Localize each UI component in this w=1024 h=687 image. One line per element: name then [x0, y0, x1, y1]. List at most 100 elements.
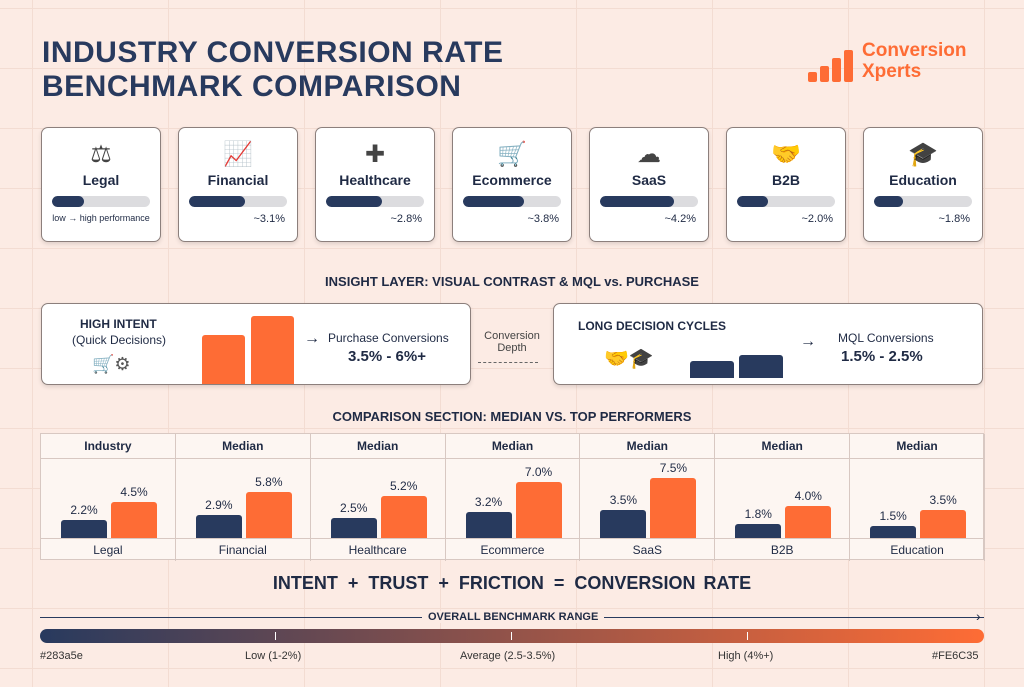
bar-median	[870, 526, 917, 538]
category-label: Education	[850, 538, 984, 561]
data-label: 4.0%	[794, 489, 822, 503]
column-header: Median	[445, 434, 580, 459]
performance-fill	[326, 196, 382, 207]
bar-median	[465, 512, 512, 538]
column-header: Industry	[41, 434, 175, 459]
range-low-label: Low (1-2%)	[245, 650, 302, 662]
chart-column: Median 2.5% 5.2% Healthcare	[310, 434, 446, 561]
chart-column: Median 3.2% 7.0% Ecommerce	[445, 434, 581, 561]
mql-range: 1.5% - 2.5%	[841, 348, 923, 365]
graduation-cap-icon: 🎓	[908, 141, 938, 168]
bar-median	[735, 523, 782, 538]
performance-bar	[189, 196, 287, 207]
data-label: 7.0%	[524, 465, 553, 479]
range-start-label: #283a5e	[40, 650, 83, 662]
long-cycle-box: LONG DECISION CYCLES 🤝🎓 → MQL Conversion…	[553, 303, 983, 385]
chart-column: Median 3.5% 7.5% SaaS	[580, 434, 716, 561]
category-label: B2B	[715, 538, 850, 561]
bar-top	[785, 506, 832, 538]
bar-median	[195, 514, 242, 538]
data-label: 1.8%	[744, 506, 772, 521]
conversion-depth-label: Conversion Depth	[478, 330, 546, 363]
card-name: B2B	[771, 172, 800, 188]
card-caption: ~3.8%	[527, 213, 560, 225]
logo-bar	[808, 72, 817, 82]
card-caption: low → high performance	[52, 213, 150, 223]
column-header: Median	[715, 434, 850, 459]
depth-line-1: Conversion	[484, 330, 540, 342]
arrow-head-icon: ›	[976, 608, 981, 624]
dashed-arrow	[478, 362, 538, 363]
medical-cross-heart-icon: ✚	[364, 141, 386, 168]
column-header: Median	[850, 434, 984, 459]
performance-fill	[600, 196, 674, 207]
formula-term: INTENT	[272, 573, 338, 593]
title-line-2: BENCHMARK COMPARISON	[42, 70, 462, 103]
handshake-education-icons: 🤝🎓	[604, 348, 654, 370]
category-label: SaaS	[580, 538, 715, 561]
handshake-icon: 🤝	[771, 141, 801, 168]
bar-median	[61, 520, 107, 538]
data-label: 3.2%	[474, 495, 503, 510]
performance-fill	[737, 196, 769, 207]
performance-bar	[326, 196, 424, 207]
card-name: Financial	[207, 172, 269, 188]
data-label: 5.8%	[255, 474, 283, 489]
intent-bar	[202, 335, 245, 384]
category-label: Financial	[175, 538, 310, 561]
column-header: Median	[310, 434, 445, 459]
bar-median	[600, 510, 647, 538]
data-label: 7.5%	[659, 461, 688, 475]
insight-heading: INSIGHT LAYER: VISUAL CONTRAST & MQL vs.…	[325, 274, 699, 289]
data-label: 5.2%	[390, 479, 418, 494]
industry-card-education: 🎓 Education ~1.8%	[863, 127, 983, 242]
logo: Conversion Xperts	[808, 40, 967, 82]
high-intent-box: HIGH INTENT (Quick Decisions) 🛒⚙ → Purch…	[41, 303, 471, 385]
performance-bar	[600, 196, 698, 207]
bar-top	[650, 478, 697, 538]
bar-top	[515, 482, 562, 538]
industry-card-b2b: 🤝 B2B ~2.0%	[726, 127, 846, 242]
data-label: 4.5%	[120, 485, 148, 499]
tick	[747, 632, 748, 640]
chart-column: Median 1.5% 3.5% Education	[850, 434, 985, 561]
industry-card-legal: ⚖ Legal low → high performance	[41, 127, 161, 242]
data-label: 3.5%	[929, 493, 957, 507]
mql-bar	[690, 361, 734, 378]
industry-card-financial: 📈 Financial ~3.1%	[178, 127, 298, 242]
performance-bar	[463, 196, 561, 207]
intent-bar	[251, 316, 294, 384]
chart-title: COMPARISON SECTION: MEDIAN VS. TOP PERFO…	[332, 409, 692, 424]
logo-bar	[844, 50, 853, 82]
card-caption: ~3.1%	[253, 213, 286, 225]
performance-bar	[52, 196, 150, 207]
category-label: Legal	[41, 538, 175, 561]
arrow-right-icon: →	[800, 333, 816, 350]
mql-bar	[739, 355, 783, 378]
range-title: OVERALL BENCHMARK RANGE	[422, 611, 605, 623]
mql-label: MQL Conversions	[838, 331, 934, 345]
performance-bar	[874, 196, 972, 207]
card-name: Education	[889, 172, 957, 188]
formula-term: TRUST	[368, 573, 429, 593]
performance-fill	[463, 196, 524, 207]
card-name: Ecommerce	[472, 172, 552, 188]
formula-term: =	[553, 573, 565, 593]
category-label: Ecommerce	[445, 538, 580, 561]
cloud-gear-icon: ☁	[637, 141, 661, 168]
shopping-cart-icon: 🛒	[497, 141, 527, 168]
bar-median	[330, 518, 377, 538]
cart-cloud-icons: 🛒⚙	[92, 354, 131, 374]
formula: INTENT + TRUST + FRICTION = CONVERSION RATE	[0, 573, 1024, 594]
range-high-label: High (4%+)	[718, 650, 774, 662]
logo-line-1: Conversion	[862, 40, 967, 61]
comparison-chart: Industry 2.2% 4.5% Legal Median 2.9% 5.8% F…	[40, 433, 985, 561]
data-label: 1.5%	[879, 509, 907, 523]
purchase-range: 3.5% - 6%+	[348, 348, 426, 365]
performance-fill	[874, 196, 904, 207]
logo-line-2: Xperts	[862, 61, 922, 82]
logo-bar	[832, 58, 841, 82]
long-cycle-title: LONG DECISION CYCLES	[578, 319, 727, 333]
performance-fill	[189, 196, 245, 207]
bar-top	[111, 502, 157, 538]
